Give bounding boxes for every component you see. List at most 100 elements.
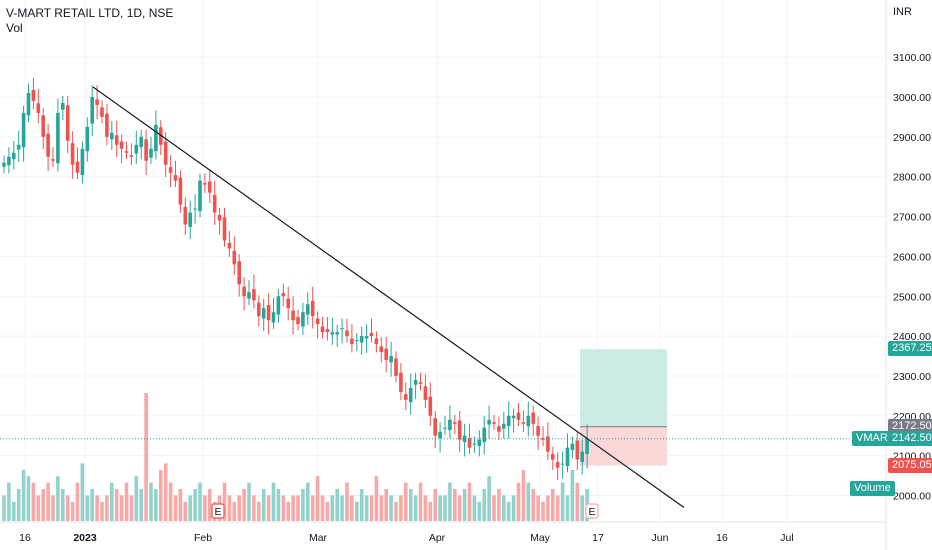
candle-body	[16, 144, 21, 150]
candle-body	[330, 332, 335, 335]
volume-bar	[477, 501, 482, 521]
entry-price-tag: 2172.50	[888, 418, 932, 434]
volume-bar	[506, 501, 511, 521]
volume-bar	[418, 482, 423, 521]
volume-bar	[124, 482, 129, 521]
volume-bar	[359, 489, 364, 521]
volume-indicator-label[interactable]: Vol	[6, 21, 23, 35]
volume-bar	[511, 495, 516, 521]
volume-bar	[325, 501, 330, 521]
volume-bar	[379, 495, 384, 521]
candle-body	[364, 336, 369, 339]
candle-body	[114, 135, 119, 145]
candle-body	[555, 462, 560, 468]
long-position-zones[interactable]	[580, 349, 667, 466]
earnings-marker: E	[585, 503, 599, 519]
volume-bar	[374, 476, 379, 521]
volume-bar	[56, 476, 60, 521]
volume-bar	[389, 495, 393, 521]
candle-body	[198, 180, 202, 211]
candle-body	[257, 302, 261, 317]
volume-bar	[413, 495, 418, 521]
volume-bar	[320, 495, 325, 521]
volume-bar	[482, 489, 486, 521]
volume-bar	[271, 482, 276, 521]
volume-bar	[335, 489, 339, 521]
volume-bar	[168, 482, 173, 521]
volume-bar	[575, 482, 580, 521]
volume-bar	[208, 489, 212, 521]
candle-body	[46, 133, 50, 157]
candle-body	[41, 115, 45, 137]
candle-body	[261, 308, 266, 319]
volume-bar	[433, 489, 437, 521]
trendline	[92, 86, 685, 508]
volume-bar	[227, 495, 232, 521]
candle-body	[404, 394, 408, 400]
volume-bar	[404, 482, 408, 521]
price-tick-label: 3100.00	[893, 52, 931, 64]
volume-bar	[193, 489, 197, 521]
time-tick-label: 17	[592, 532, 604, 544]
volume-bar	[310, 495, 315, 521]
candle-body	[570, 443, 575, 451]
volume-bar	[188, 495, 192, 521]
candle-body	[100, 107, 104, 117]
candle-body	[119, 141, 124, 149]
volume-bar	[580, 495, 584, 521]
time-tick-label: 16	[19, 532, 31, 544]
candle-body	[335, 332, 339, 335]
candle-body	[384, 348, 388, 361]
time-tick-label: Feb	[194, 532, 212, 544]
volume-bar	[178, 489, 183, 521]
volume-bar	[276, 489, 281, 521]
volume-bar	[95, 495, 99, 521]
candle-body	[85, 126, 90, 152]
candle-body	[482, 427, 486, 443]
volume-bar	[453, 489, 457, 521]
candle-body	[31, 89, 36, 101]
volume-bar	[555, 495, 560, 521]
candle-body	[7, 156, 11, 166]
price-tick-label: 2900.00	[893, 132, 931, 144]
candle-body	[340, 328, 344, 330]
candle-body	[2, 162, 6, 167]
time-tick-label: Mar	[309, 532, 328, 544]
price-tick-label: 2700.00	[893, 212, 931, 224]
volume-bar	[85, 495, 90, 521]
candle-body	[565, 447, 570, 467]
volume-bar	[369, 495, 374, 521]
candle-body	[374, 338, 379, 345]
candle-body	[443, 427, 447, 429]
candle-body	[580, 451, 584, 463]
candle-body	[433, 418, 437, 436]
candle-body	[159, 127, 163, 145]
time-tick-label: May	[530, 532, 551, 544]
volume-bar	[41, 489, 45, 521]
price-tick-label: 2500.00	[893, 291, 931, 303]
volume-bar	[198, 482, 202, 521]
volume-bars	[2, 393, 589, 521]
target-price-tag: 2367.25	[888, 341, 932, 357]
time-tick-label: 16	[716, 532, 728, 544]
volume-bar	[80, 463, 85, 521]
volume-bar	[7, 482, 11, 521]
candle-body	[521, 422, 526, 424]
chart-lines	[0, 86, 886, 508]
candle-body	[345, 330, 349, 337]
time-tick-label: Apr	[429, 532, 446, 544]
candle-body	[428, 396, 433, 416]
time-axis[interactable]: 16 2023 Feb Mar Apr May 17 Jun 16 Jul	[19, 532, 794, 544]
candle-body	[536, 426, 540, 436]
candle-body	[306, 304, 310, 315]
volume-bar	[315, 476, 320, 521]
candle-body	[70, 143, 75, 165]
candle-body	[252, 289, 256, 301]
candle-body	[350, 338, 354, 345]
volume-bar	[183, 501, 188, 521]
candle-body	[531, 412, 535, 424]
volume-bar	[237, 495, 241, 521]
candle-body	[168, 167, 173, 173]
